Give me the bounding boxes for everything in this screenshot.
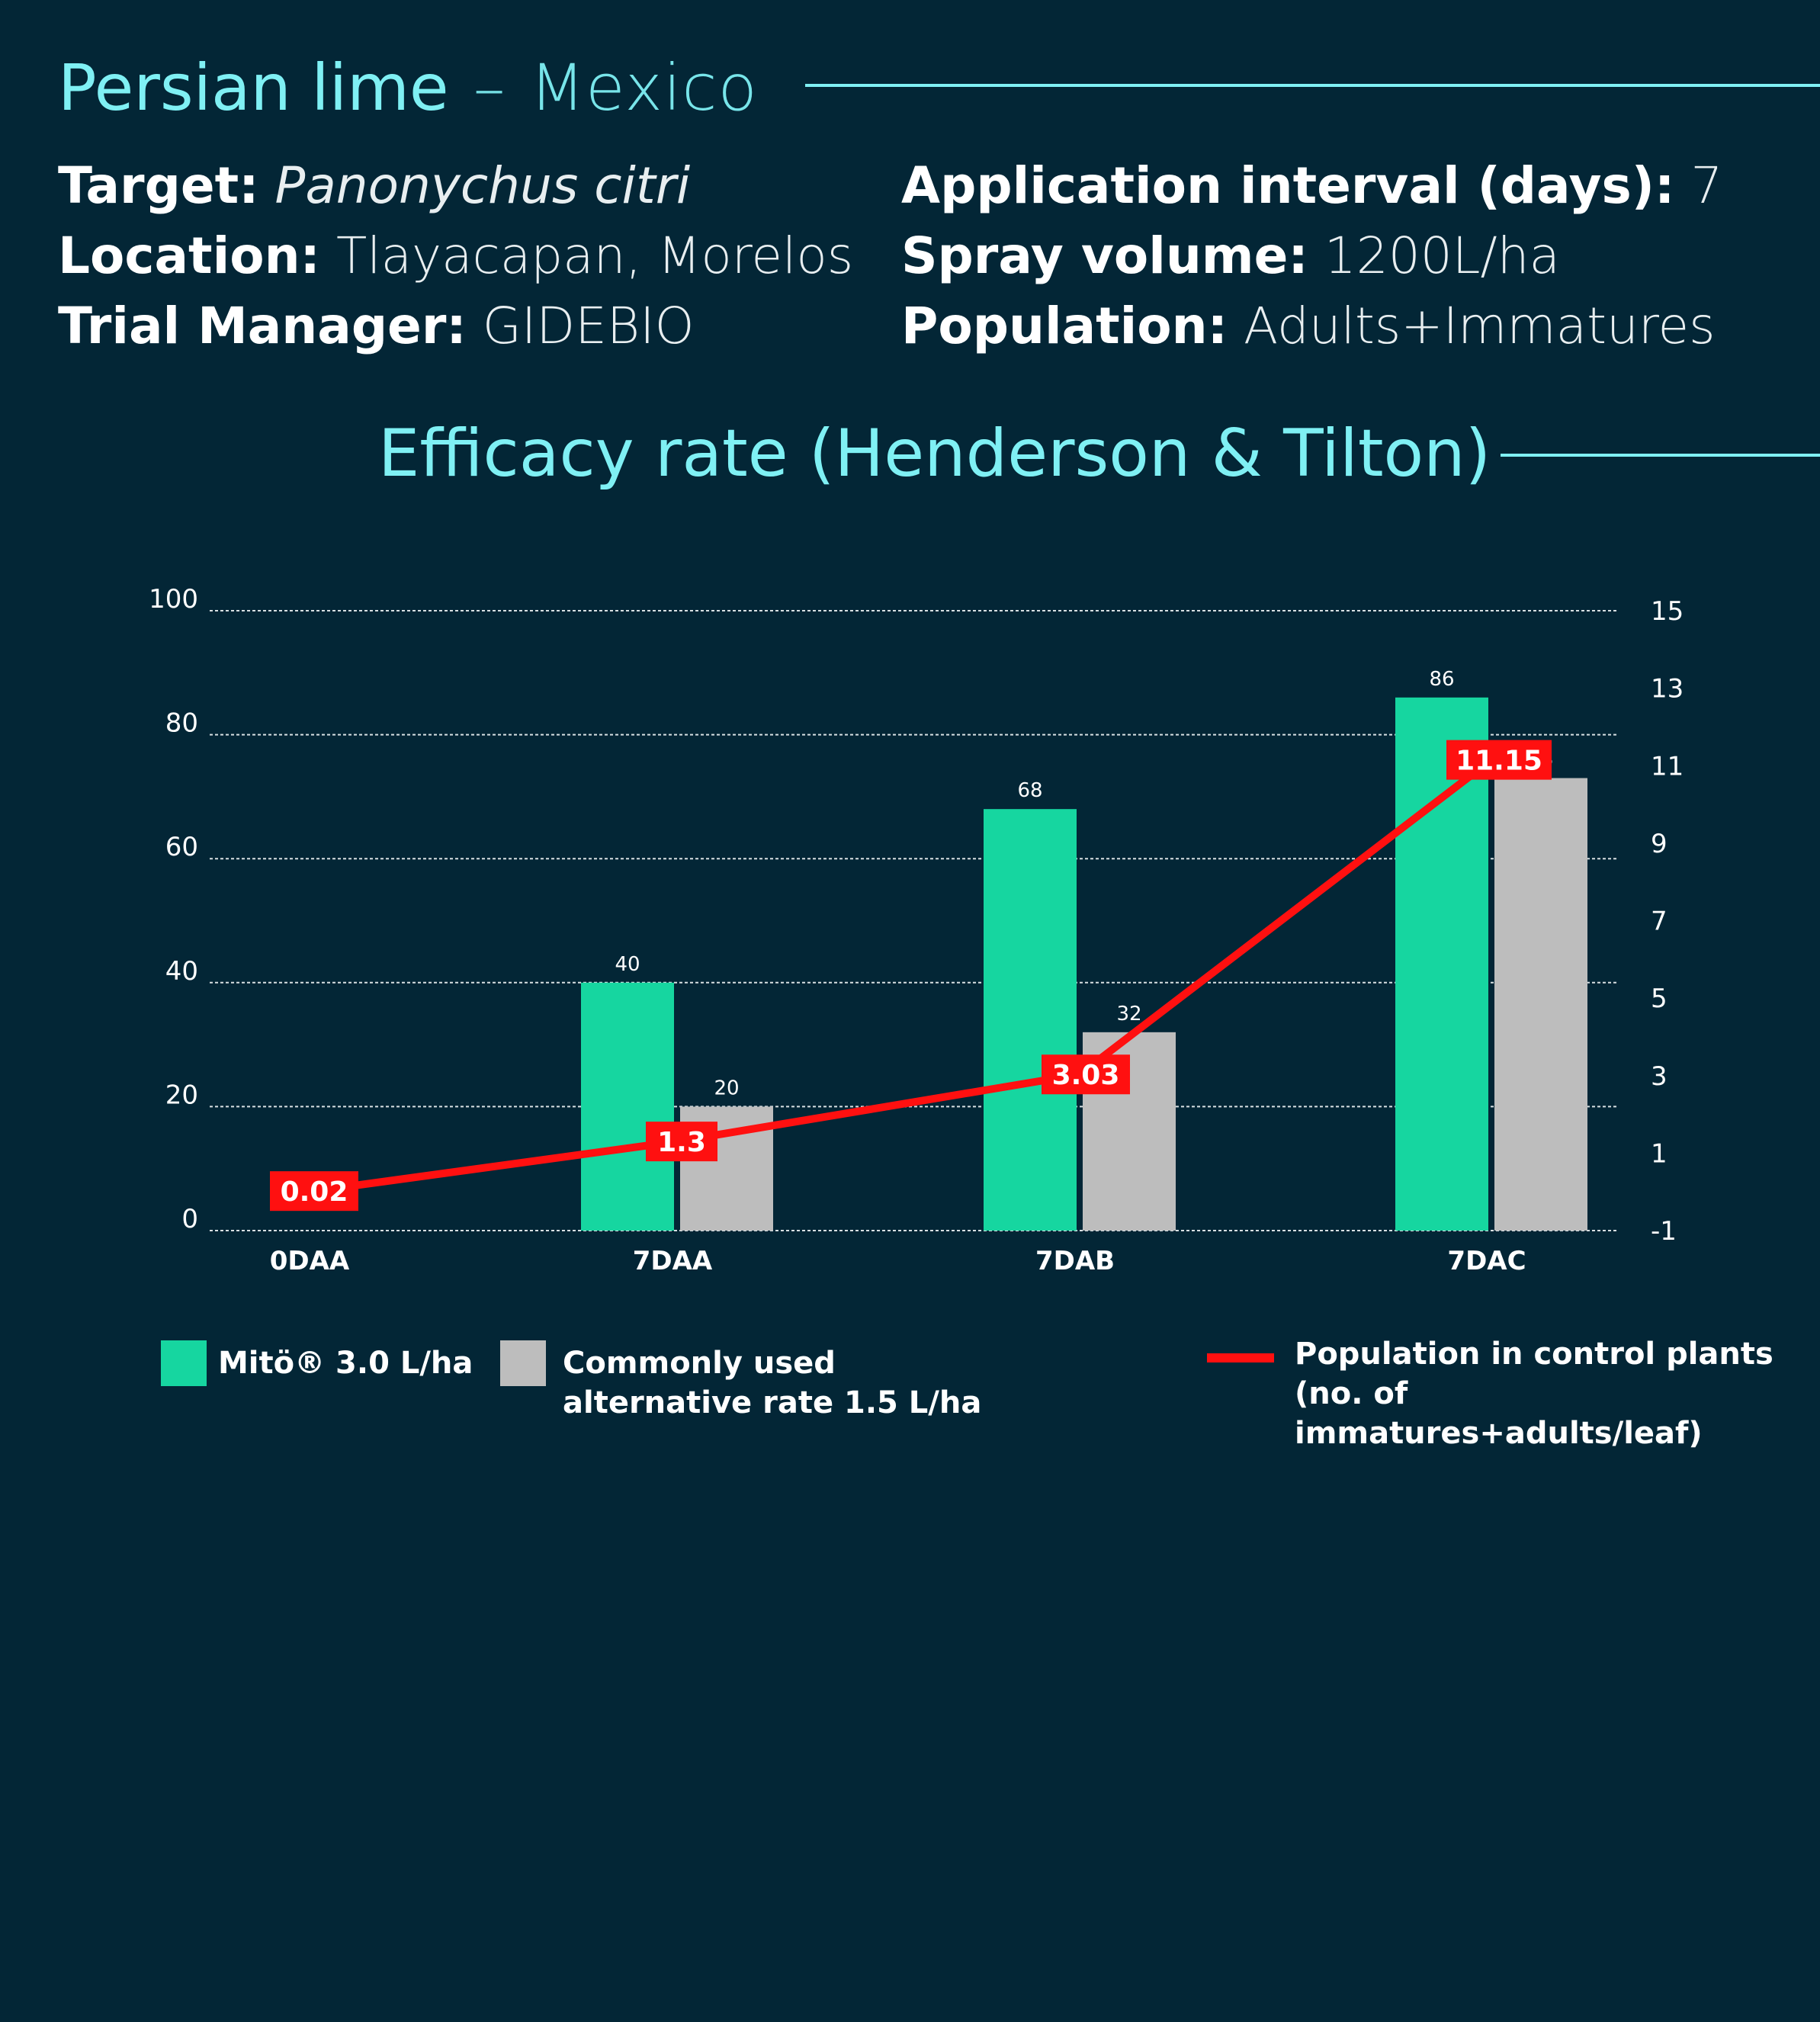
info-target: Target: Panonychus citri: [58, 151, 853, 221]
legend-label-mito: Mitö® 3.0 L/ha: [218, 1346, 473, 1381]
info-location-label: Location:: [58, 226, 320, 285]
info-right: Application interval (days): 7 Spray vol…: [901, 151, 1722, 361]
population-point-label-box: [646, 1122, 717, 1162]
x-tick-label: 7DAC: [1447, 1246, 1526, 1276]
page-header: Persian lime – Mexico: [58, 42, 758, 133]
y2-tick-label: 5: [1651, 984, 1668, 1014]
page-title: Persian lime: [58, 50, 449, 125]
x-tick-label: 7DAA: [633, 1246, 713, 1276]
info-population: Population: Adults+Immatures: [901, 291, 1722, 361]
population-point-label-box: [270, 1171, 358, 1212]
y2-tick-label: 3: [1651, 1061, 1668, 1092]
info-trial-manager-value: GIDEBIO: [482, 297, 695, 355]
y-tick-label: 100: [149, 584, 198, 615]
x-tick-label: 7DAB: [1035, 1246, 1115, 1276]
bar-mito: [581, 982, 674, 1231]
population-point-label-box: [1042, 1054, 1130, 1095]
legend-swatch-population: [1207, 1353, 1274, 1362]
bar-label-alternative: 20: [714, 1077, 739, 1099]
info-interval-label: Application interval (days):: [901, 156, 1675, 215]
y2-tick-label: 13: [1651, 674, 1684, 704]
population-point-label: 1.3: [657, 1127, 706, 1158]
legend-label-population-line1: Population in control plants: [1295, 1337, 1773, 1372]
y-tick-label: 60: [165, 832, 198, 862]
legend-label-alternative-line1: Commonly used: [563, 1346, 836, 1381]
x-tick-label: 0DAA: [270, 1246, 350, 1276]
y-tick-label: 0: [181, 1204, 198, 1234]
bar-mito: [1395, 697, 1488, 1231]
bar-label-alternative: 32: [1116, 1003, 1141, 1025]
bar-alternative: [1494, 778, 1587, 1231]
bar-label-mito: 40: [615, 953, 640, 976]
info-trial-manager-label: Trial Manager:: [58, 297, 467, 355]
title-separator: –: [473, 50, 506, 125]
y2-tick-label: 1: [1651, 1138, 1668, 1169]
info-left: Target: Panonychus citri Location: Tlaya…: [58, 151, 853, 361]
population-point-label: 0.02: [281, 1176, 348, 1208]
info-target-value: Panonychus citri: [274, 156, 691, 215]
legend-label-alternative: Commonly used alternative rate 1.5 L/ha: [563, 1343, 981, 1423]
info-location-value: Tlayacapan, Morelos: [335, 226, 854, 285]
legend-swatch-alternative: [500, 1340, 546, 1386]
chart-title: Efficacy rate (Henderson & Tilton): [378, 416, 1491, 492]
legend-label-population: Population in control plants (no. of imm…: [1295, 1334, 1820, 1453]
y2-tick-label: 7: [1651, 907, 1668, 937]
y-tick-label: 80: [165, 708, 198, 739]
bar-label-mito: 68: [1017, 779, 1042, 802]
info-spray-volume-value: 1200L/ha: [1324, 226, 1560, 285]
info-target-label: Target:: [58, 156, 259, 215]
header-rule: [805, 84, 1820, 87]
y-tick-label: 40: [165, 956, 198, 987]
info-spray-volume: Spray volume: 1200L/ha: [901, 221, 1722, 291]
population-point-label-box: [1446, 740, 1552, 780]
population-point-label: 3.03: [1052, 1060, 1120, 1091]
y-tick-label: 20: [165, 1080, 198, 1110]
legend-label-alternative-line2: alternative rate 1.5 L/ha: [563, 1385, 982, 1420]
info-location: Location: Tlayacapan, Morelos: [58, 221, 853, 291]
page-subtitle: Mexico: [529, 50, 758, 125]
legend-swatch-mito: [161, 1340, 207, 1386]
population-line: [313, 756, 1494, 1196]
bar-mito: [984, 809, 1077, 1231]
info-spray-volume-label: Spray volume:: [901, 226, 1308, 285]
legend-label-population-line2: (no. of immatures+adults/leaf): [1295, 1376, 1703, 1451]
y2-tick-label: 15: [1651, 596, 1684, 627]
info-trial-manager: Trial Manager: GIDEBIO: [58, 291, 853, 361]
population-point-label: 11.15: [1456, 746, 1542, 777]
chart-title-rule: [1501, 454, 1820, 457]
bar-label-mito: 86: [1429, 668, 1454, 691]
y2-tick-label: -1: [1651, 1216, 1677, 1247]
info-population-label: Population:: [901, 297, 1228, 355]
info-interval: Application interval (days): 7: [901, 151, 1722, 221]
y2-tick-label: 9: [1651, 829, 1668, 859]
y2-tick-label: 11: [1651, 751, 1684, 782]
info-interval-value: 7: [1690, 156, 1723, 215]
info-population-value: Adults+Immatures: [1244, 297, 1716, 355]
